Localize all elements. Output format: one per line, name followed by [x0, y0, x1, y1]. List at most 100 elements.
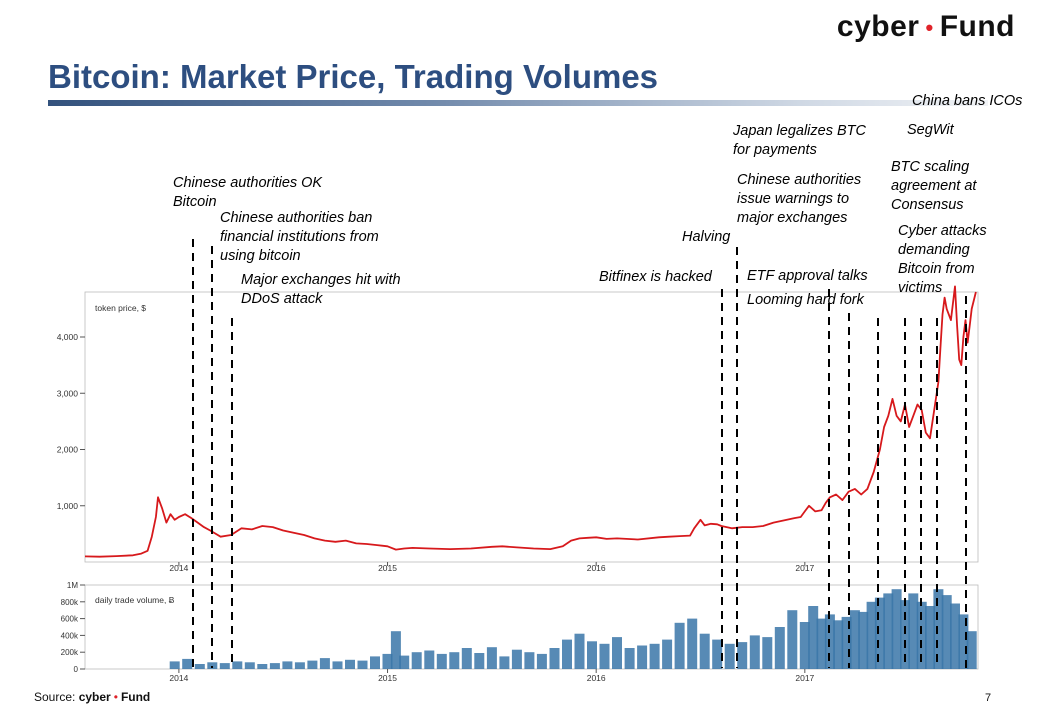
- volume-y-tick-label: 400k: [61, 631, 79, 640]
- event-label-line: DDoS attack: [241, 291, 323, 307]
- volume-bar: [774, 627, 785, 669]
- volume-y-tick-label: 200k: [61, 648, 79, 657]
- price-x-tick-label: 2014: [169, 563, 188, 573]
- volume-x-tick-label: 2016: [587, 673, 606, 683]
- volume-bar: [883, 593, 894, 669]
- volume-bar: [649, 643, 660, 669]
- volume-bar: [307, 660, 318, 669]
- brand-cyber: cyber: [836, 10, 920, 43]
- event-label-halving: Halving: [682, 229, 730, 245]
- volume-bar: [841, 616, 852, 669]
- event-label-line: financial institutions from: [220, 229, 379, 245]
- event-label-china-warn: Chinese authorities issue warnings to majo…: [737, 172, 861, 226]
- volume-bar: [637, 645, 648, 669]
- volume-bar: [474, 653, 485, 669]
- volume-bar: [908, 593, 919, 669]
- volume-bar: [549, 648, 560, 669]
- volume-bar: [207, 662, 218, 669]
- event-label-line: Halving: [682, 229, 730, 245]
- event-label-line: Cyber attacks: [898, 223, 987, 239]
- volume-bar: [687, 618, 698, 669]
- volume-bar: [762, 637, 773, 669]
- source-brand-fund: Fund: [120, 690, 151, 704]
- volume-bar: [332, 661, 343, 669]
- volume-bar: [966, 631, 977, 669]
- volume-bar: [712, 639, 723, 669]
- event-label-line: agreement at: [891, 178, 977, 194]
- volume-bar: [724, 643, 735, 669]
- volume-y-axis-label: daily trade volume, Ƀ: [95, 595, 175, 605]
- volume-bar: [194, 664, 205, 669]
- event-label-line: BTC scaling: [891, 159, 969, 175]
- event-label-line: for payments: [733, 142, 817, 158]
- volume-bar: [449, 652, 460, 669]
- volume-bar: [749, 635, 760, 669]
- volume-bar: [370, 656, 380, 669]
- volume-y-tick-label: 600k: [61, 615, 79, 624]
- source-label: Source:: [34, 690, 76, 704]
- volume-bar: [219, 663, 230, 669]
- event-label-line: China bans ICOs: [912, 93, 1022, 109]
- event-label-line: Major exchanges hit with: [241, 272, 401, 288]
- price-plot-frame: [84, 291, 979, 563]
- event-label-china-ico: China bans ICOs: [912, 93, 1022, 109]
- volume-bar: [562, 639, 572, 669]
- title-underline: [48, 100, 988, 106]
- brand-logo: cyber • Fund: [837, 10, 1015, 44]
- volume-bar: [244, 662, 255, 669]
- event-label-line: ETF approval talks: [747, 268, 868, 284]
- volume-bar: [662, 639, 673, 669]
- event-label-line: major exchanges: [737, 210, 847, 226]
- volume-bar: [232, 661, 243, 669]
- event-label-chinese-ok: Chinese authorities OK Bitcoin: [173, 175, 323, 210]
- volume-bar: [787, 610, 798, 669]
- price-x-tick-label: 2015: [378, 563, 397, 573]
- volume-bar: [916, 601, 927, 669]
- event-label-cyber: Cyber attacks demanding Bitcoin from victim…: [898, 223, 987, 296]
- source-brand-cyber: cyber: [78, 690, 111, 704]
- event-label-line: Consensus: [891, 197, 964, 213]
- volume-bar: [925, 606, 935, 669]
- event-label-line: SegWit: [907, 122, 955, 138]
- event-label-ddos: Major exchanges hit with DDoS attack: [241, 272, 401, 307]
- event-label-bitfinex: Bitfinex is hacked: [599, 269, 713, 285]
- volume-bar: [874, 597, 885, 669]
- volume-bar: [424, 650, 435, 669]
- volume-bar: [461, 648, 472, 669]
- volume-y-tick-label: 0: [74, 665, 79, 674]
- price-y-tick-label: 1,000: [57, 501, 79, 511]
- volume-bar: [382, 653, 393, 669]
- volume-bar: [674, 622, 685, 669]
- event-label-line: issue warnings to: [737, 191, 849, 207]
- volume-bar: [357, 660, 368, 669]
- source-footer: Source: cyber • Fund: [34, 690, 150, 704]
- volume-bar: [799, 622, 810, 669]
- volume-bar: [858, 611, 869, 669]
- event-label-hardfork: Looming hard fork: [747, 292, 865, 308]
- volume-bar: [612, 637, 622, 669]
- plot-frames: [84, 291, 979, 670]
- volume-bar: [599, 643, 610, 669]
- volume-bar: [411, 652, 422, 669]
- volume-bar: [257, 664, 268, 669]
- page-number: 7: [985, 692, 992, 704]
- axes: 1,000 2,000 3,000 4,000 token price, $ 2014 20…: [57, 303, 815, 683]
- volume-bar: [833, 620, 844, 669]
- volume-bar: [282, 661, 293, 669]
- volume-x-tick-label: 2017: [795, 673, 814, 683]
- event-label-line: Bitfinex is hacked: [599, 269, 713, 285]
- event-label-china-ban-fi: Chinese authorities ban financial institu…: [220, 210, 379, 264]
- volume-bar: [737, 642, 748, 669]
- price-y-tick-label: 4,000: [57, 332, 79, 342]
- event-label-line: Chinese authorities: [737, 172, 861, 188]
- event-label-line: Bitcoin from: [898, 261, 975, 277]
- volume-bar: [941, 595, 952, 669]
- event-label-japan: Japan legalizes BTC for payments: [732, 123, 867, 158]
- volume-bar: [345, 659, 355, 669]
- slide-title: Bitcoin: Market Price, Trading Volumes: [48, 58, 659, 95]
- volume-bar: [319, 658, 330, 669]
- price-series: [84, 285, 977, 558]
- event-label-line: Japan legalizes BTC: [732, 123, 867, 139]
- volume-y-tick-label: 1M: [67, 581, 78, 590]
